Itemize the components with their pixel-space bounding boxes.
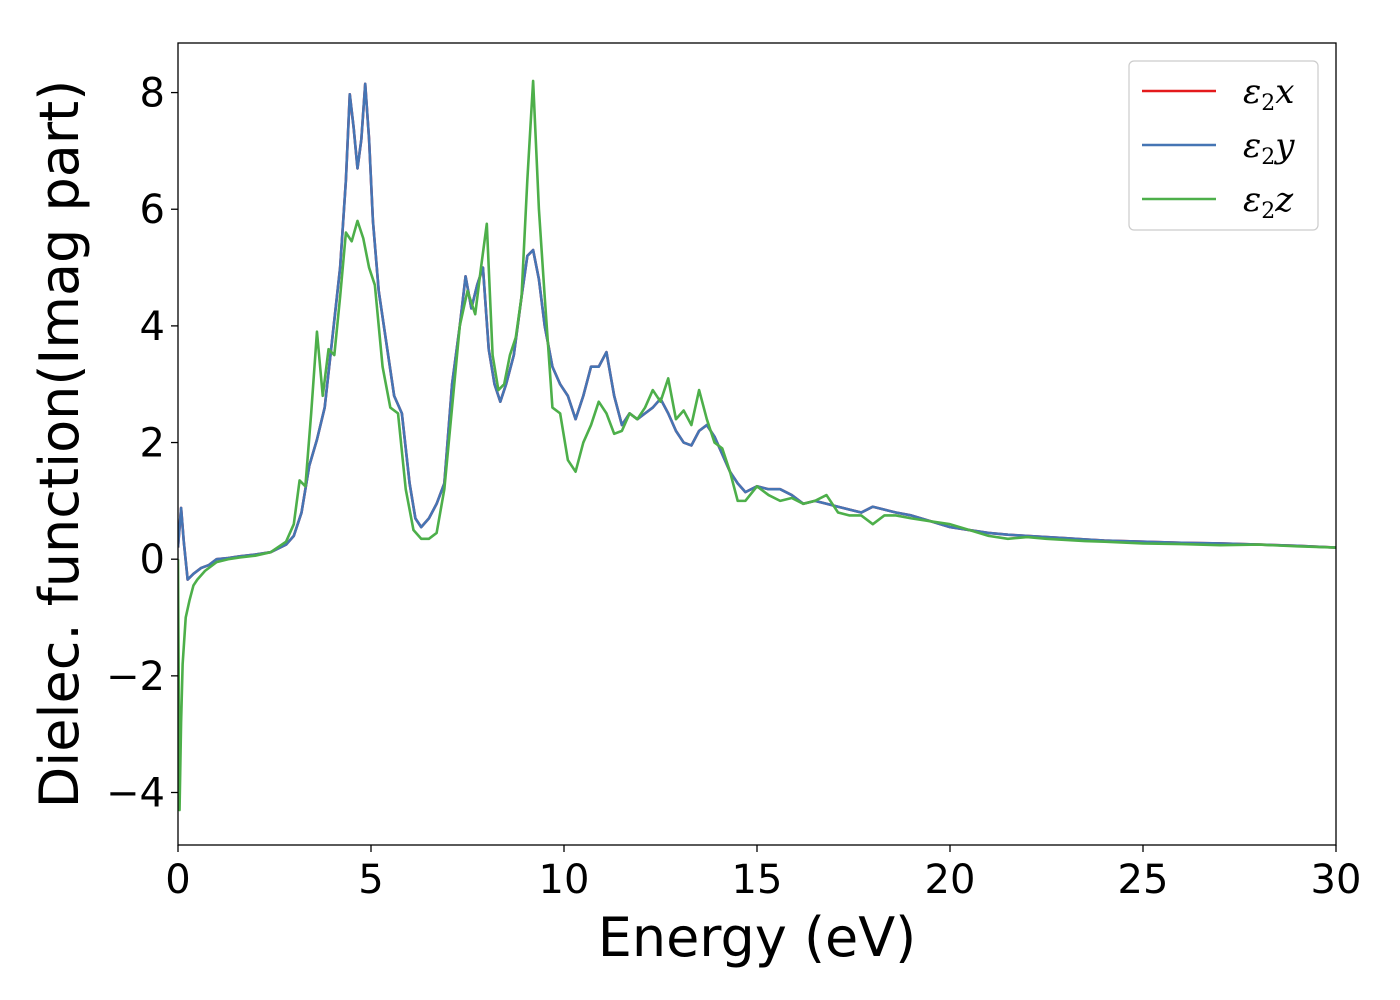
x-tick-label: 0	[165, 857, 190, 903]
y-tick-label: −2	[106, 654, 165, 700]
x-tick-label: 10	[539, 857, 590, 903]
x-tick-label: 20	[925, 857, 976, 903]
y-tick-label: 6	[140, 187, 165, 233]
x-tick-label: 15	[732, 857, 783, 903]
legend-box	[1128, 60, 1319, 231]
x-axis-title: Energy (eV)	[598, 906, 917, 969]
series-layer	[178, 79, 1336, 812]
y-axis-title: Dielec. function(Imag part)	[28, 80, 91, 809]
legend: ε2x ε2y ε2z	[1128, 60, 1319, 231]
y-tick-label: 4	[140, 304, 165, 350]
legend-label-x: ε2x	[1243, 72, 1294, 116]
x-tick-label: 30	[1311, 857, 1362, 903]
y-tick-label: 8	[140, 71, 165, 117]
series-line-y	[178, 82, 1336, 581]
y-tick-label: −4	[106, 771, 165, 817]
y-tick-label: 2	[140, 421, 165, 467]
y-tick-label: 0	[140, 537, 165, 583]
x-tick-label: 25	[1118, 857, 1169, 903]
series-line-z	[178, 79, 1336, 812]
legend-label-y: ε2y	[1243, 126, 1295, 170]
legend-label-z: ε2z	[1243, 180, 1294, 224]
x-tick-label: 5	[358, 857, 383, 903]
ticks-layer: 0 5 10 15 20 25 30 −4 −2 0 2 4 6 8	[106, 71, 1361, 903]
